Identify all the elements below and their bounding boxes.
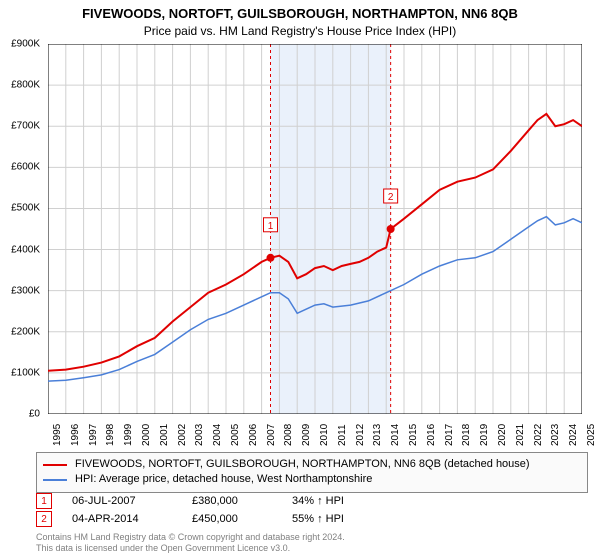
sale-marker: 2	[36, 511, 52, 527]
footer-line2: This data is licensed under the Open Gov…	[36, 543, 345, 554]
x-tick-label: 2014	[390, 424, 401, 446]
x-tick-label: 2008	[283, 424, 294, 446]
x-tick-label: 1999	[123, 424, 134, 446]
x-tick-label: 2012	[355, 424, 366, 446]
x-tick-label: 2001	[159, 424, 170, 446]
legend-label: FIVEWOODS, NORTOFT, GUILSBOROUGH, NORTHA…	[75, 457, 530, 472]
y-tick-label: £400K	[11, 244, 40, 255]
x-tick-label: 2005	[230, 424, 241, 446]
x-tick-label: 1996	[70, 424, 81, 446]
x-tick-label: 1995	[52, 424, 63, 446]
y-tick-label: £800K	[11, 80, 40, 91]
x-tick-label: 2013	[372, 424, 383, 446]
legend-row: HPI: Average price, detached house, West…	[43, 472, 581, 487]
y-tick-label: £0	[29, 409, 40, 420]
y-tick-label: £900K	[11, 39, 40, 50]
svg-text:1: 1	[268, 221, 274, 232]
legend-swatch	[43, 464, 67, 466]
x-tick-label: 1998	[105, 424, 116, 446]
x-tick-label: 2003	[194, 424, 205, 446]
legend: FIVEWOODS, NORTOFT, GUILSBOROUGH, NORTHA…	[36, 452, 588, 493]
svg-text:2: 2	[388, 192, 394, 203]
sale-date: 04-APR-2014	[72, 513, 192, 525]
x-tick-label: 2025	[586, 424, 597, 446]
y-tick-label: £600K	[11, 162, 40, 173]
x-tick-label: 2000	[141, 424, 152, 446]
x-tick-label: 2007	[266, 424, 277, 446]
x-tick-label: 2020	[497, 424, 508, 446]
x-tick-label: 2017	[444, 424, 455, 446]
chart-svg: 12	[48, 44, 582, 414]
legend-label: HPI: Average price, detached house, West…	[75, 472, 372, 487]
y-tick-label: £700K	[11, 121, 40, 132]
x-tick-label: 2015	[408, 424, 419, 446]
y-tick-label: £200K	[11, 326, 40, 337]
chart-title: FIVEWOODS, NORTOFT, GUILSBOROUGH, NORTHA…	[0, 0, 600, 22]
y-axis-labels: £0£100K£200K£300K£400K£500K£600K£700K£80…	[0, 44, 44, 414]
x-tick-label: 2019	[479, 424, 490, 446]
sale-price: £450,000	[192, 513, 292, 525]
x-tick-label: 2018	[461, 424, 472, 446]
sale-row: 1 06-JUL-2007£380,00034% ↑ HPI	[36, 492, 588, 510]
sale-date: 06-JUL-2007	[72, 495, 192, 507]
x-tick-label: 2006	[248, 424, 259, 446]
sale-price: £380,000	[192, 495, 292, 507]
x-axis-labels: 1995 1996 1997 1998 1999 2000 2001 2002 2003 2004…	[48, 416, 582, 456]
y-tick-label: £100K	[11, 367, 40, 378]
chart-container: FIVEWOODS, NORTOFT, GUILSBOROUGH, NORTHA…	[0, 0, 600, 560]
sale-hpi: 55% ↑ HPI	[292, 513, 392, 525]
x-tick-label: 2011	[337, 424, 348, 446]
legend-swatch	[43, 479, 67, 481]
x-tick-label: 2010	[319, 424, 330, 446]
footer-text: Contains HM Land Registry data © Crown c…	[36, 532, 345, 554]
x-tick-label: 2009	[301, 424, 312, 446]
sale-hpi: 34% ↑ HPI	[292, 495, 392, 507]
sales-table: 1 06-JUL-2007£380,00034% ↑ HPI 2 04-APR-201…	[36, 492, 588, 528]
x-tick-label: 1997	[88, 424, 99, 446]
x-tick-label: 2016	[426, 424, 437, 446]
y-tick-label: £300K	[11, 285, 40, 296]
sale-marker: 1	[36, 493, 52, 509]
plot-area: 12	[48, 44, 582, 414]
x-tick-label: 2002	[177, 424, 188, 446]
x-tick-label: 2024	[568, 424, 579, 446]
legend-row: FIVEWOODS, NORTOFT, GUILSBOROUGH, NORTHA…	[43, 457, 581, 472]
x-tick-label: 2023	[550, 424, 561, 446]
x-tick-label: 2022	[533, 424, 544, 446]
x-tick-label: 2004	[212, 424, 223, 446]
footer-line1: Contains HM Land Registry data © Crown c…	[36, 532, 345, 543]
x-tick-label: 2021	[515, 424, 526, 446]
sale-row: 2 04-APR-2014£450,00055% ↑ HPI	[36, 510, 588, 528]
y-tick-label: £500K	[11, 203, 40, 214]
chart-subtitle: Price paid vs. HM Land Registry's House …	[0, 22, 600, 42]
